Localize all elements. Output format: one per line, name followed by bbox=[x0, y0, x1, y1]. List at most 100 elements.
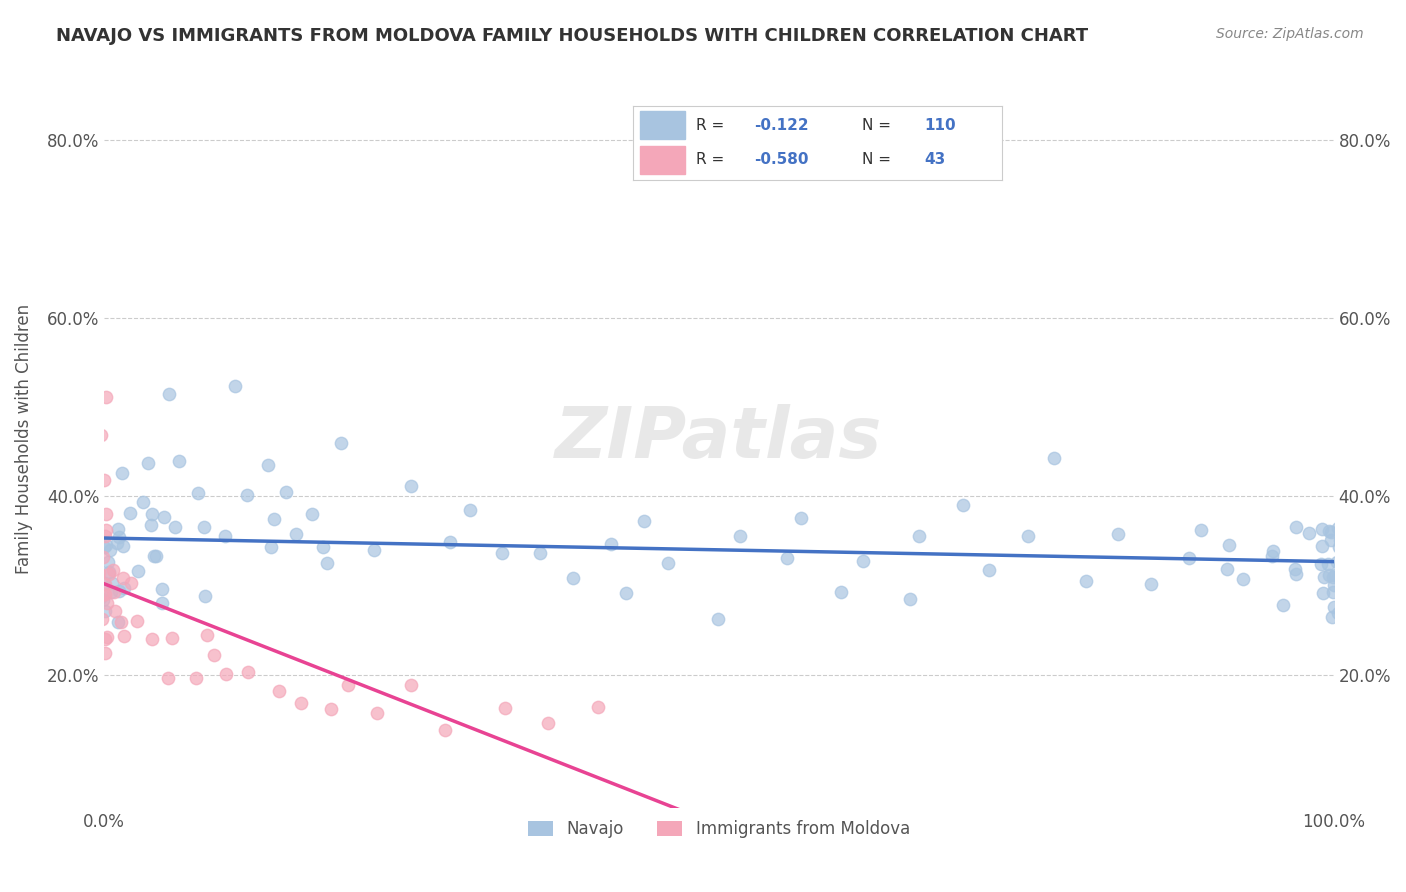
Point bbox=[236, 488, 259, 502]
Point bbox=[107, 522, 129, 536]
Point bbox=[1232, 572, 1254, 586]
Point bbox=[94, 587, 117, 601]
Point bbox=[319, 702, 342, 716]
Point bbox=[90, 428, 112, 442]
Point bbox=[91, 612, 114, 626]
Point bbox=[101, 576, 124, 591]
Point bbox=[159, 387, 181, 401]
Point bbox=[194, 589, 217, 603]
Point bbox=[633, 514, 655, 528]
Point bbox=[312, 541, 335, 555]
Point bbox=[267, 683, 290, 698]
Point bbox=[789, 511, 811, 525]
Point bbox=[908, 528, 931, 542]
Point bbox=[97, 555, 120, 569]
Point bbox=[127, 614, 149, 628]
Point bbox=[193, 519, 215, 533]
Point bbox=[94, 646, 117, 660]
Point bbox=[1218, 538, 1240, 552]
Point bbox=[1285, 567, 1308, 582]
Point bbox=[105, 536, 128, 550]
Point bbox=[614, 585, 637, 599]
Point bbox=[434, 723, 457, 738]
Point bbox=[1140, 576, 1163, 591]
Point bbox=[1327, 520, 1350, 534]
Point bbox=[363, 542, 385, 557]
Legend: Navajo, Immigrants from Moldova: Navajo, Immigrants from Moldova bbox=[522, 814, 917, 845]
Point bbox=[91, 593, 114, 607]
Point bbox=[401, 478, 423, 492]
Text: ZIPatlas: ZIPatlas bbox=[555, 404, 883, 473]
Point bbox=[104, 604, 127, 618]
Point bbox=[1323, 599, 1346, 614]
Point bbox=[290, 696, 312, 710]
Point bbox=[1326, 555, 1348, 569]
Point bbox=[1327, 568, 1350, 582]
Point bbox=[96, 630, 118, 644]
Point bbox=[93, 576, 115, 591]
Point bbox=[561, 571, 583, 585]
Point bbox=[1178, 550, 1201, 565]
Point bbox=[366, 706, 388, 720]
Point bbox=[657, 557, 679, 571]
Text: NAVAJO VS IMMIGRANTS FROM MOLDOVA FAMILY HOUSEHOLDS WITH CHILDREN CORRELATION CH: NAVAJO VS IMMIGRANTS FROM MOLDOVA FAMILY… bbox=[56, 27, 1088, 45]
Point bbox=[285, 527, 308, 541]
Point bbox=[1317, 524, 1340, 538]
Point bbox=[141, 518, 163, 533]
Point bbox=[103, 563, 125, 577]
Point bbox=[1313, 570, 1336, 584]
Point bbox=[202, 648, 225, 663]
Point bbox=[94, 528, 117, 542]
Point bbox=[97, 565, 120, 579]
Point bbox=[112, 629, 135, 643]
Point bbox=[1322, 584, 1344, 599]
Point bbox=[103, 584, 125, 599]
Point bbox=[1107, 527, 1129, 541]
Point bbox=[730, 528, 752, 542]
Point bbox=[96, 390, 118, 404]
Point bbox=[599, 537, 621, 551]
Point bbox=[91, 550, 114, 565]
Point bbox=[977, 563, 1000, 577]
Point bbox=[94, 507, 117, 521]
Point bbox=[330, 436, 353, 450]
Point bbox=[1310, 557, 1333, 571]
Point bbox=[165, 520, 187, 534]
Point bbox=[141, 508, 163, 522]
Point bbox=[1261, 543, 1284, 558]
Point bbox=[93, 473, 115, 487]
Point bbox=[1317, 568, 1340, 582]
Point bbox=[491, 546, 513, 560]
Point bbox=[1271, 599, 1294, 613]
Point bbox=[274, 485, 297, 500]
Point bbox=[336, 678, 359, 692]
Point bbox=[898, 591, 921, 606]
Point bbox=[1216, 562, 1239, 576]
Point bbox=[150, 582, 173, 596]
Point bbox=[153, 509, 176, 524]
Point bbox=[143, 549, 166, 563]
Point bbox=[136, 456, 159, 470]
Point bbox=[145, 549, 167, 563]
Point bbox=[93, 541, 115, 555]
Point bbox=[1310, 522, 1333, 536]
Point bbox=[1310, 539, 1333, 553]
Point bbox=[94, 523, 117, 537]
Point bbox=[1298, 525, 1320, 540]
Point bbox=[100, 585, 122, 599]
Point bbox=[263, 512, 285, 526]
Point bbox=[1284, 562, 1306, 576]
Point bbox=[195, 627, 218, 641]
Point bbox=[224, 379, 246, 393]
Point bbox=[316, 556, 339, 570]
Point bbox=[1312, 586, 1334, 600]
Point bbox=[127, 564, 149, 578]
Point bbox=[94, 576, 117, 591]
Point bbox=[187, 486, 209, 500]
Point bbox=[852, 554, 875, 568]
Point bbox=[111, 466, 134, 480]
Point bbox=[706, 612, 728, 626]
Point bbox=[108, 584, 131, 599]
Y-axis label: Family Households with Children: Family Households with Children bbox=[15, 303, 32, 574]
Point bbox=[186, 671, 208, 685]
